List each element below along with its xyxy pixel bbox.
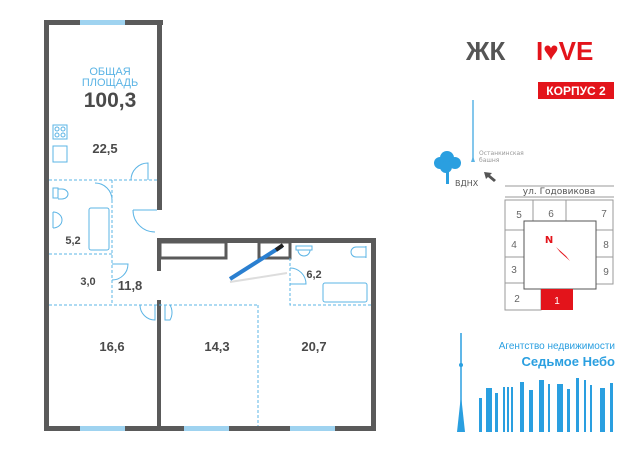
pencil-icon — [228, 243, 288, 283]
door — [130, 162, 149, 181]
section-number: 3 — [511, 265, 517, 276]
room-dividers — [49, 179, 371, 426]
sink-icon — [52, 145, 68, 163]
room-area-bedroom: 14,3 — [204, 339, 229, 354]
tree-icon — [434, 151, 461, 184]
toilet-icon — [52, 187, 69, 200]
courtyard — [523, 220, 597, 290]
window — [184, 426, 229, 431]
bathtub-icon — [88, 207, 110, 251]
total-area-label: ОБЩАЯ — [89, 66, 130, 78]
room-area-hall: 11,8 — [118, 278, 143, 293]
compass-north-label: N — [545, 235, 553, 246]
washbasin-icon — [52, 211, 63, 229]
section-number: 2 — [514, 294, 520, 305]
room-area-kitchen: 22,5 — [92, 141, 117, 156]
tower-label: башня — [479, 157, 500, 164]
section-number: 8 — [603, 240, 609, 251]
total-area-label: ПЛОЩАДЬ — [82, 77, 138, 89]
agency-name: Седьмое Небо — [521, 354, 615, 369]
room-area-storage: 3,0 — [80, 276, 95, 288]
section-number: 6 — [548, 209, 554, 220]
stove-icon — [52, 124, 68, 140]
agency-tagline: Агентство недвижимости — [499, 341, 615, 352]
building-label: КОРПУС 2 — [546, 84, 606, 98]
tower-label: Останкинская — [479, 150, 524, 157]
room-area-bedroom: 16,6 — [99, 339, 124, 354]
section-number: 9 — [603, 267, 609, 278]
door — [139, 304, 156, 321]
door — [164, 304, 173, 321]
section-number-highlighted: 1 — [554, 296, 560, 307]
fixtures — [52, 124, 368, 303]
park-label: ВДНХ — [455, 179, 479, 188]
tv-tower-icon — [471, 100, 475, 162]
windows — [80, 20, 335, 431]
direction-arrow-icon — [484, 172, 496, 182]
room-area-bedroom: 20,7 — [301, 339, 326, 354]
compass-needle-icon — [556, 247, 570, 261]
window — [290, 426, 335, 431]
section-number: 4 — [511, 240, 517, 251]
window — [80, 20, 125, 25]
section-1-highlighted — [541, 289, 573, 310]
door — [132, 209, 157, 233]
toilet-icon — [350, 246, 367, 258]
block-map — [504, 199, 614, 311]
room-area-bathroom: 5,2 — [65, 235, 80, 247]
bathtub-icon — [322, 282, 368, 303]
door — [94, 182, 113, 201]
room-area-bathroom: 6,2 — [306, 269, 321, 281]
brand-logo: I♥VE — [536, 36, 593, 66]
brand-prefix: ЖК — [465, 36, 505, 66]
window — [80, 426, 125, 431]
door — [111, 263, 129, 281]
section-number: 7 — [601, 209, 607, 220]
washbasin-icon — [295, 245, 313, 257]
street-label: ул. Годовикова — [523, 187, 595, 197]
total-area-value: 100,3 — [84, 89, 137, 112]
agency-logo-icon — [457, 333, 613, 432]
building-badge — [538, 82, 614, 99]
door — [289, 267, 307, 285]
doors — [94, 162, 307, 321]
section-number: 5 — [516, 210, 522, 221]
